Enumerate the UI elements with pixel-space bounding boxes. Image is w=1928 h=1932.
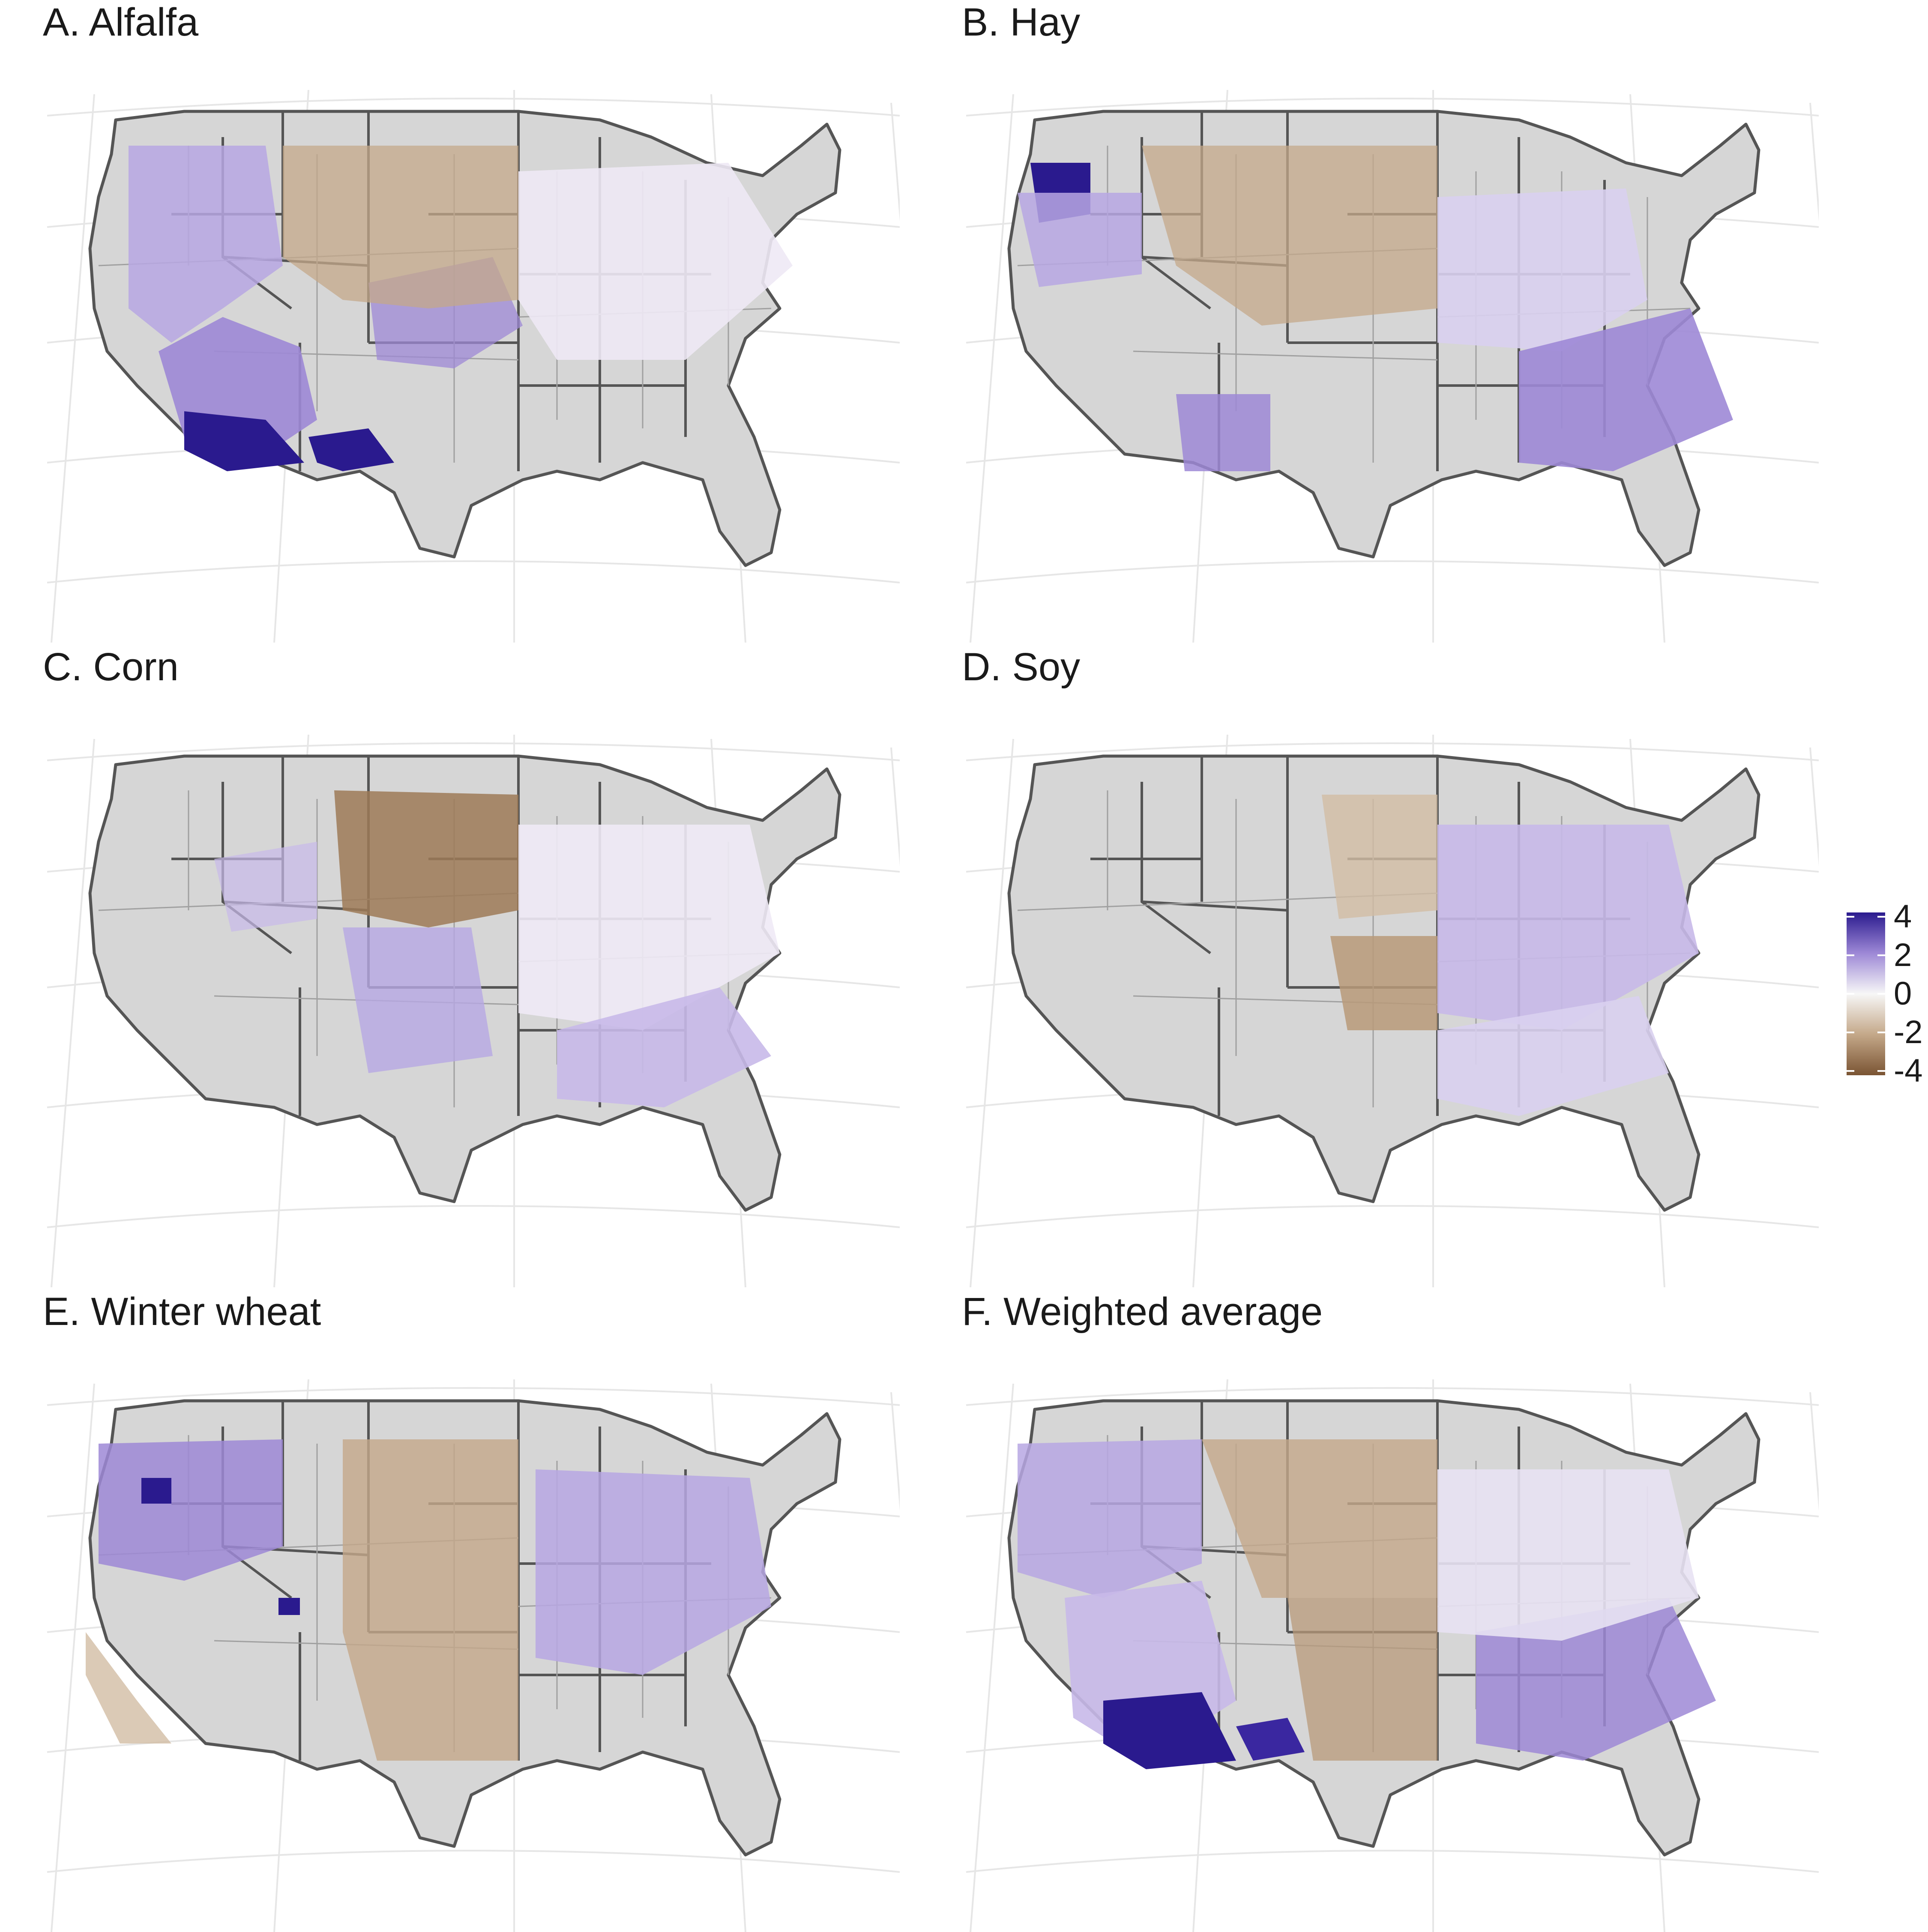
panel-title: A. Alfalfa <box>43 0 199 44</box>
hay-southeast-region <box>1519 308 1733 471</box>
wheat-great-plains-region <box>343 1439 518 1761</box>
map-corn <box>46 734 900 1287</box>
legend-tick-4: 4 <box>1894 898 1912 935</box>
map-soy <box>965 734 1819 1287</box>
color-legend: 4 2 0 -2 -4 <box>1847 900 1928 1092</box>
soy-southeast-region <box>1437 996 1669 1116</box>
soy-kansas-region <box>1330 936 1437 1030</box>
panel-corn: C. Corn <box>43 645 943 1287</box>
avg-texas-hotspot <box>1236 1718 1305 1761</box>
map-winter-wheat <box>46 1379 900 1932</box>
panel-hay: B. Hay <box>962 0 1862 643</box>
alfalfa-northern-plains-region <box>283 146 518 308</box>
soy-northern-plains-region <box>1322 795 1437 919</box>
panel-alfalfa: A. Alfalfa <box>43 0 943 643</box>
corn-northern-plains-region <box>334 790 518 927</box>
corn-midwest-region <box>518 825 780 1030</box>
alfalfa-northwest-region <box>129 146 283 343</box>
avg-northwest-region <box>1018 1439 1202 1598</box>
wheat-oregon-hotspot <box>141 1478 171 1504</box>
soy-midwest-region <box>1437 825 1699 1030</box>
hay-midwest-region <box>1437 188 1647 351</box>
corn-southeast-region <box>557 987 771 1107</box>
wheat-utah-hotspot <box>278 1598 300 1615</box>
hay-new-mexico-region <box>1176 394 1270 471</box>
corn-idaho-region <box>214 842 317 932</box>
panel-title: D. Soy <box>962 645 1081 689</box>
avg-arizona-hotspot <box>1103 1692 1236 1769</box>
avg-midwest-region <box>1437 1469 1699 1641</box>
alfalfa-great-lakes-region <box>518 163 793 360</box>
alfalfa-texas-hotspot <box>308 428 394 471</box>
map-alfalfa <box>46 89 900 643</box>
avg-northern-plains-region <box>1202 1439 1437 1598</box>
hay-northwest-region <box>1018 193 1142 287</box>
wheat-midwest-region <box>536 1469 771 1675</box>
corn-central-plains-region <box>343 927 493 1073</box>
map-weighted-average <box>965 1379 1819 1932</box>
panel-winter-wheat: E. Winter wheat <box>43 1289 943 1932</box>
panel-title: E. Winter wheat <box>43 1290 321 1334</box>
hay-northern-plains-region <box>1142 146 1437 326</box>
legend-tick-2: 2 <box>1894 937 1912 973</box>
avg-southern-plains-region <box>1287 1598 1437 1761</box>
legend-tick-neg4: -4 <box>1894 1053 1923 1089</box>
panel-soy: D. Soy <box>962 645 1862 1287</box>
alfalfa-arizona-hotspot <box>184 411 304 471</box>
map-hay <box>965 89 1819 643</box>
panel-title: C. Corn <box>43 645 179 689</box>
panel-title: F. Weighted average <box>962 1290 1323 1334</box>
legend-tick-neg2: -2 <box>1894 1014 1923 1050</box>
wheat-california-region <box>86 1632 171 1744</box>
panel-weighted-average: F. Weighted average <box>962 1289 1862 1932</box>
legend-colorbar <box>1847 912 1885 1075</box>
legend-tick-0: 0 <box>1894 975 1912 1012</box>
panel-title: B. Hay <box>962 0 1081 44</box>
wheat-northwest-region <box>99 1439 283 1581</box>
